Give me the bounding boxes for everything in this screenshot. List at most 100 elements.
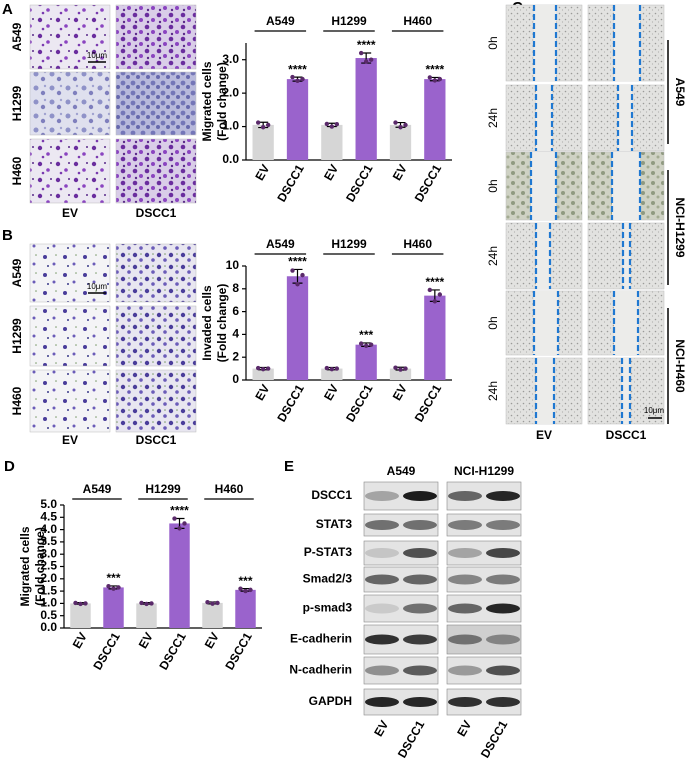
replicate-point (300, 76, 305, 82)
row-label: H1299 (10, 318, 24, 354)
y-tick-label: 0.0 (222, 152, 239, 166)
significance-label: **** (425, 275, 444, 289)
replicate-point (255, 365, 261, 371)
significance-label: *** (359, 328, 373, 342)
y-tick-label: 2.0 (40, 571, 57, 585)
replicate-point (106, 583, 111, 589)
band (486, 697, 520, 707)
condition-label: DSCC1 (478, 718, 511, 761)
y-tick-label: 1.5 (40, 583, 57, 597)
significance-label: **** (288, 255, 307, 269)
bar (136, 603, 157, 628)
significance-label: **** (357, 38, 376, 52)
cell-line-label: NCI-H1299 (454, 464, 514, 478)
band (403, 603, 437, 614)
band (486, 665, 520, 676)
bar (286, 79, 309, 160)
scale-label: 10μm (87, 282, 108, 291)
y-axis-label: Migrated cells (200, 61, 214, 141)
replicate-point (398, 125, 403, 130)
y-tick-label: 0.5 (40, 608, 57, 622)
y-tick-label: 1.0 (40, 596, 57, 610)
significance-label: **** (425, 63, 444, 77)
protein-label: Smad2/3 (303, 572, 353, 586)
bar (321, 368, 343, 380)
group-label: NCI-H460 (673, 339, 685, 393)
group-label: A549 (266, 237, 295, 251)
wound-gap (536, 223, 550, 289)
row-label: H1299 (10, 86, 24, 122)
panel-letter: D (4, 458, 15, 475)
y-axis-label: (Fold change) (33, 527, 47, 606)
replicate-point (358, 341, 364, 346)
y-tick-label: 3.0 (40, 546, 57, 560)
protein-label: DSCC1 (311, 488, 352, 502)
replicate-point (260, 366, 266, 372)
wound-gap (614, 291, 638, 355)
scale-label: 10μm (87, 51, 108, 60)
y-tick-label: 0.0 (40, 620, 57, 634)
band (403, 574, 437, 585)
band (403, 634, 437, 645)
column-label: EV (62, 206, 78, 220)
replicate-point (403, 122, 408, 128)
bar (355, 58, 377, 160)
replicate-point (368, 342, 374, 347)
replicate-point (295, 78, 300, 83)
wound-gap (623, 223, 630, 289)
wound-gap (534, 5, 556, 81)
replicate-point (149, 601, 154, 606)
replicate-point (265, 122, 271, 128)
band (486, 520, 520, 530)
y-tick-label: 8 (232, 281, 239, 295)
replicate-point (139, 600, 144, 606)
wound-gap (618, 85, 632, 151)
band (403, 491, 437, 501)
row-label: H460 (10, 156, 24, 185)
replicate-point (265, 366, 271, 371)
group-label: H1299 (331, 14, 367, 28)
protein-label: GAPDH (309, 694, 352, 708)
y-tick-label: 1.0 (222, 119, 239, 133)
band (448, 491, 482, 501)
replicate-point (290, 268, 295, 273)
condition-label: DSCC1 (395, 718, 428, 761)
x-tick-label: EV (136, 630, 156, 651)
bar (424, 79, 446, 160)
y-tick-label: 3.5 (40, 534, 57, 548)
band (448, 548, 482, 558)
band (365, 697, 399, 707)
band (365, 548, 399, 558)
x-tick-label: DSCC1 (222, 630, 255, 673)
band (403, 665, 437, 676)
band (403, 697, 437, 707)
micrograph (115, 138, 197, 204)
replicate-point (363, 343, 369, 348)
replicate-point (290, 74, 295, 80)
protein-label: N-cadherin (289, 663, 352, 677)
time-label: 24h (486, 108, 500, 128)
bar (321, 124, 343, 160)
micrograph (29, 71, 111, 136)
x-tick-label: DSCC1 (343, 382, 376, 425)
x-tick-label: EV (252, 162, 272, 183)
band (486, 548, 520, 558)
group-label: A549 (83, 482, 112, 496)
replicate-point (368, 57, 374, 62)
panel-letter: A (2, 1, 13, 18)
x-tick-label: EV (390, 162, 410, 183)
micrograph (29, 369, 111, 433)
replicate-point (393, 120, 398, 125)
replicate-point (210, 601, 215, 606)
time-label: 0h (486, 316, 500, 329)
band (486, 603, 520, 614)
band (448, 603, 482, 614)
replicate-point (334, 122, 340, 127)
x-tick-label: DSCC1 (412, 382, 445, 425)
blot (446, 513, 522, 537)
replicate-point (324, 121, 330, 127)
replicate-point (329, 124, 335, 129)
significance-label: **** (288, 62, 307, 76)
replicate-point (83, 601, 88, 606)
column-label: DSCC1 (606, 428, 647, 442)
